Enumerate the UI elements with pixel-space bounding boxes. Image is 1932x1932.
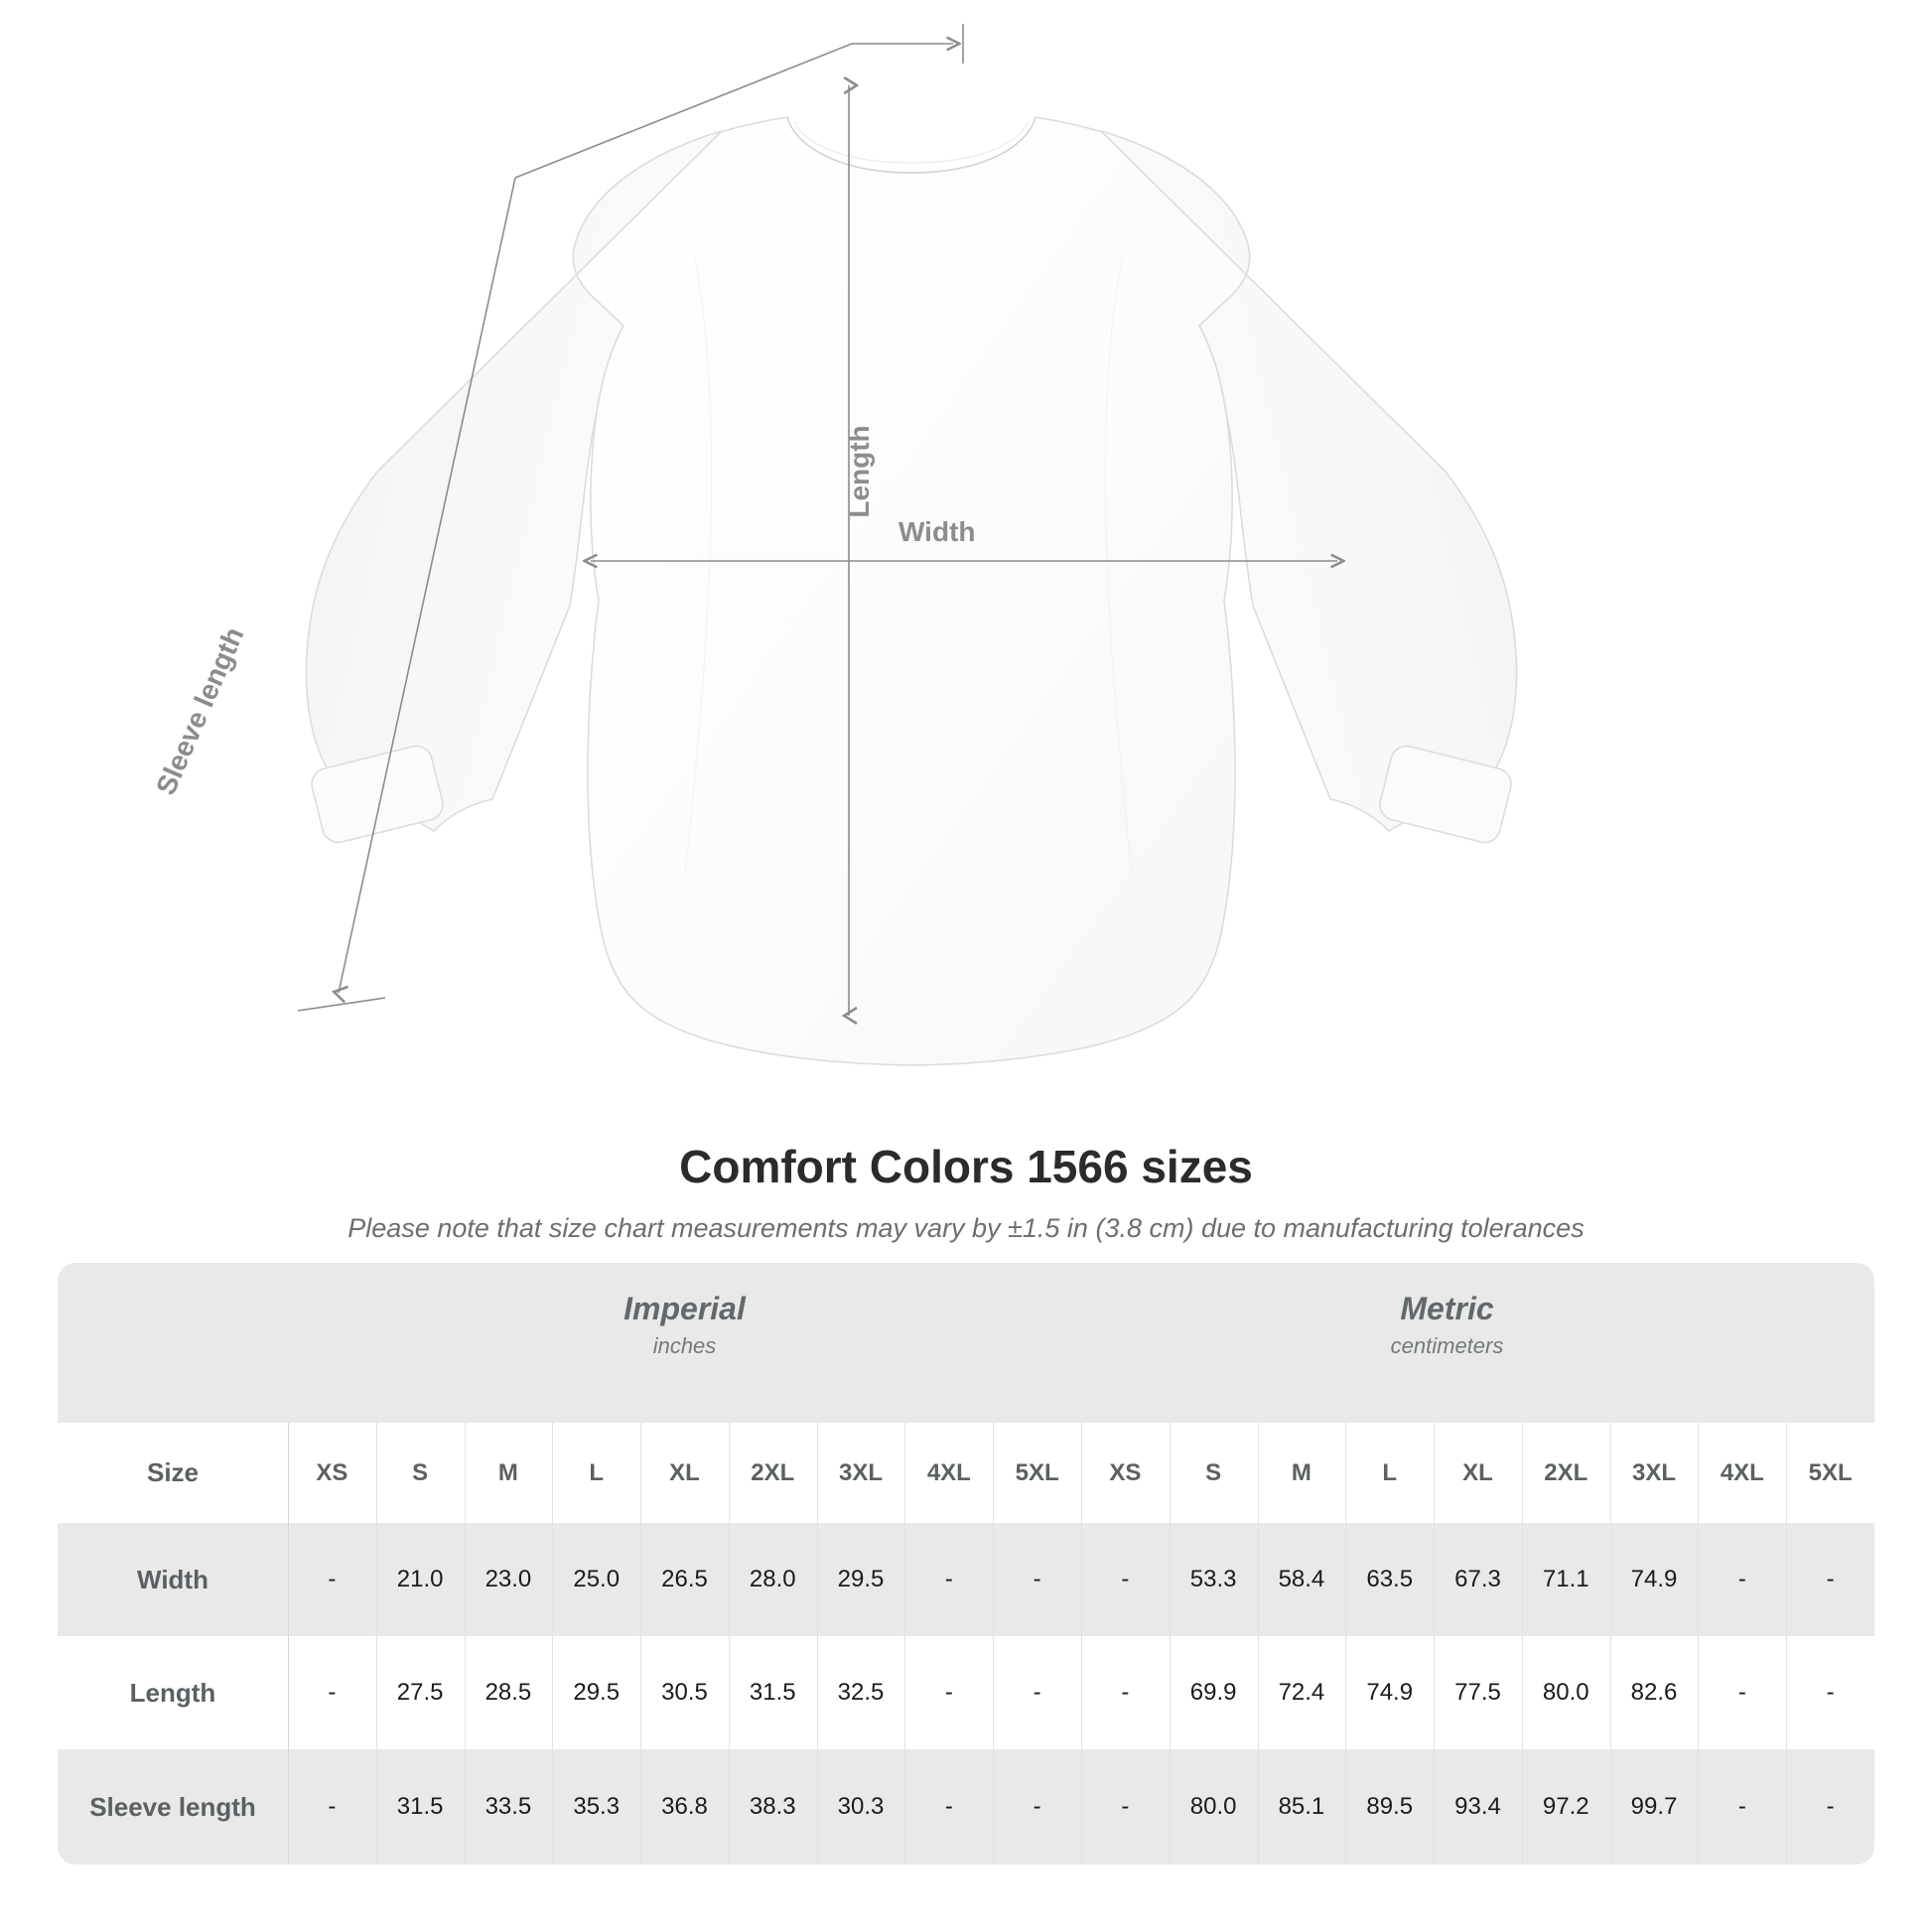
svg-text:Sleeve length: Sleeve length	[150, 622, 249, 799]
svg-text:Width: Width	[898, 516, 976, 547]
svg-text:Length: Length	[844, 425, 875, 517]
